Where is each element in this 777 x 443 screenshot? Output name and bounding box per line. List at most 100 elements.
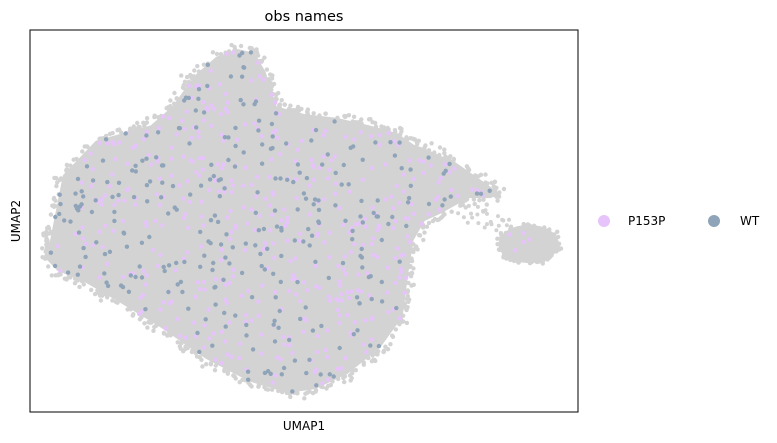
cell-point (470, 215, 475, 220)
p153p-point (211, 331, 216, 336)
p153p-point (363, 318, 368, 323)
cell-point (41, 231, 46, 236)
p153p-point (225, 100, 231, 105)
cell-point (402, 303, 407, 308)
p153p-point (153, 218, 158, 224)
p153p-point (397, 275, 402, 280)
cell-point (556, 241, 562, 246)
p153p-point (304, 288, 310, 293)
cell-point (409, 270, 414, 276)
p153p-point (343, 356, 348, 361)
cell-point (44, 253, 49, 258)
p153p-point (97, 229, 102, 234)
cell-point (405, 137, 410, 142)
p153p-point (173, 268, 178, 273)
cell-point (350, 119, 355, 124)
p153p-point (338, 283, 343, 288)
cell-point (310, 390, 316, 396)
cell-point (262, 384, 267, 390)
cell-point (531, 239, 537, 244)
wt-point (110, 194, 115, 200)
p153p-point (241, 205, 246, 210)
cell-point (527, 255, 533, 260)
p153p-point (208, 123, 214, 128)
wt-point (318, 372, 323, 377)
wt-point (390, 214, 395, 220)
wt-point (128, 273, 133, 278)
p153p-point (326, 377, 331, 382)
cell-point (489, 222, 494, 227)
p153p-point (155, 263, 161, 269)
p153p-point (230, 183, 235, 188)
p153p-point (169, 173, 174, 178)
p153p-point (333, 191, 338, 197)
p153p-point (181, 196, 186, 201)
cell-point (472, 201, 477, 207)
cell-point (424, 224, 430, 229)
wt-point (170, 183, 176, 189)
cell-point (399, 319, 404, 324)
wt-point (123, 131, 128, 136)
cell-point (484, 202, 489, 207)
wt-point (239, 74, 245, 79)
cell-point (531, 223, 537, 228)
wt-point (195, 330, 200, 336)
p153p-point (223, 91, 229, 97)
wt-point (256, 228, 261, 233)
p153p-point (82, 157, 88, 163)
cell-point (269, 76, 275, 81)
wt-point (250, 347, 256, 352)
p153p-point (383, 162, 388, 167)
p153p-point (202, 345, 207, 350)
cell-point (500, 217, 505, 222)
p153p-point (199, 199, 204, 204)
wt-point (314, 383, 319, 388)
wt-point (295, 207, 300, 212)
p153p-point (417, 158, 422, 163)
p153p-point (105, 261, 110, 267)
p153p-point (160, 223, 165, 228)
p153p-point (277, 151, 283, 157)
cell-point (460, 198, 464, 203)
cell-point (195, 63, 200, 69)
cell-point (295, 104, 301, 110)
wt-point (394, 305, 399, 311)
p153p-point (362, 216, 368, 221)
p153p-point (73, 232, 78, 237)
wt-point (310, 328, 316, 333)
p153p-point (447, 170, 453, 175)
p153p-point (325, 176, 331, 181)
p153p-point (218, 111, 223, 117)
p153p-point (521, 239, 526, 245)
p153p-point (223, 297, 228, 302)
p153p-point (90, 167, 95, 172)
p153p-point (294, 196, 299, 201)
p153p-point (470, 187, 475, 192)
wt-point (303, 196, 309, 201)
wt-point (124, 244, 130, 249)
p153p-point (228, 208, 233, 214)
wt-point (292, 358, 298, 363)
wt-point (408, 183, 413, 188)
cell-point (507, 239, 513, 244)
p153p-point (217, 82, 223, 87)
legend-label-wt: WT (740, 214, 760, 228)
p153p-point (229, 354, 234, 360)
cell-point (57, 177, 63, 182)
wt-point (202, 253, 207, 258)
p153p-point (342, 254, 347, 259)
p153p-point (336, 320, 342, 326)
p153p-point (197, 156, 203, 161)
wt-point (262, 267, 267, 272)
p153p-point (393, 255, 398, 261)
p153p-point (507, 232, 512, 237)
wt-point (194, 125, 199, 130)
p153p-point (358, 130, 363, 135)
p153p-point (290, 272, 296, 278)
p153p-point (263, 196, 268, 201)
wt-point (371, 210, 376, 216)
p153p-point (275, 135, 280, 140)
p153p-point (393, 218, 398, 224)
p153p-point (298, 231, 303, 236)
wt-point (193, 108, 198, 113)
